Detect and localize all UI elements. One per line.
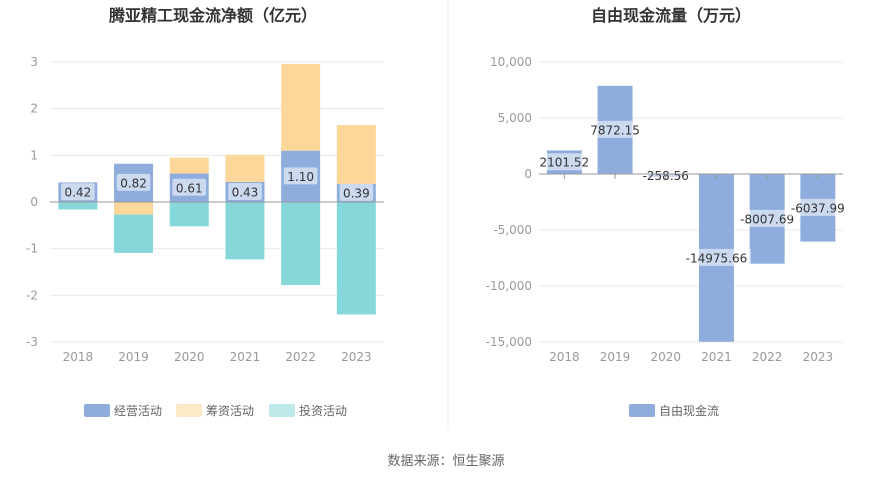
cashflow-net-chart-title: 腾亚精工现金流净额（亿元） <box>109 6 317 25</box>
data-label: 0.61 <box>176 181 203 195</box>
data-label: 1.10 <box>287 170 314 184</box>
legend-item[interactable]: 筹资活动 <box>176 404 254 418</box>
y-tick-label: 1 <box>30 148 38 162</box>
x-tick-label: 2019 <box>118 350 149 364</box>
data-label: 0.43 <box>232 185 259 199</box>
data-label-background <box>736 209 798 227</box>
legend-swatch <box>176 404 202 417</box>
cashflow-net-axis: 3 2 1 0 -1 -2 -3 2018 2019 2020 2021 2022 2023 <box>26 55 384 364</box>
y-tick-label: 0 <box>524 167 532 181</box>
x-tick-label: 2022 <box>752 350 783 364</box>
y-tick-label: -1 <box>26 242 38 256</box>
bar-segment[interactable] <box>336 202 376 315</box>
x-tick-label: 2023 <box>803 350 834 364</box>
data-label: 7872.15 <box>590 123 640 137</box>
x-tick-label: 2019 <box>600 350 631 364</box>
legend-swatch <box>269 404 295 417</box>
data-label-background <box>283 167 318 185</box>
y-tick-label: 5,000 <box>498 111 532 125</box>
cashflow-net-chart: 腾亚精工现金流净额（亿元） 0.42 0.82 0.61 0.43 1.10 0.39 3… <box>26 6 384 418</box>
y-tick-label: -10,000 <box>486 279 532 293</box>
bar-segment[interactable] <box>336 125 376 184</box>
data-label: -14975.66 <box>686 251 748 265</box>
data-label-background <box>682 248 751 266</box>
cashflow-net-data-labels: 0.42 0.82 0.61 0.43 1.10 0.39 <box>61 167 374 201</box>
data-label: 2101.52 <box>540 156 590 170</box>
x-tick-label: 2018 <box>63 350 94 364</box>
data-label-background <box>587 120 643 138</box>
free-cashflow-chart: 自由现金流量（万元） 2101.527872.15-258.56-14975.6… <box>486 6 849 418</box>
legend-label: 经营活动 <box>114 404 162 418</box>
bar-segment[interactable] <box>169 157 209 174</box>
y-tick-label: -5,000 <box>493 223 532 237</box>
x-tick-label: 2020 <box>650 350 681 364</box>
free-cashflow-grid <box>539 61 843 343</box>
bar-segment[interactable] <box>114 214 154 253</box>
x-tick-label: 2018 <box>549 350 580 364</box>
data-source-note: 数据来源：恒生聚源 <box>387 454 504 469</box>
x-tick-label: 2021 <box>701 350 732 364</box>
y-tick-label: -2 <box>26 288 38 302</box>
y-tick-label: -15,000 <box>486 335 532 349</box>
bar-segment[interactable] <box>169 202 209 227</box>
legend-swatch <box>84 404 110 417</box>
legend-label: 投资活动 <box>299 403 347 418</box>
free-cashflow-axis: 10,000 5,000 0 -5,000 -10,000 -15,000 2018 2019… <box>486 55 843 364</box>
data-label-background <box>339 183 374 201</box>
legend-item[interactable]: 经营活动 <box>84 404 162 418</box>
legend-item[interactable]: 投资活动 <box>269 403 347 418</box>
bar-segment[interactable] <box>58 202 98 210</box>
bar-segment[interactable] <box>225 202 265 260</box>
y-tick-label: 3 <box>30 55 38 69</box>
data-label-background <box>61 183 95 201</box>
data-label: 0.82 <box>120 176 147 190</box>
y-tick-label: 2 <box>30 102 38 116</box>
y-tick-label: 10,000 <box>490 55 532 69</box>
y-tick-label: 0 <box>30 195 38 209</box>
data-label: 0.42 <box>64 186 91 200</box>
bar-segment[interactable] <box>281 63 321 151</box>
data-label-background <box>537 153 592 171</box>
x-tick-label: 2022 <box>285 350 316 364</box>
free-cashflow-chart-title: 自由现金流量（万元） <box>591 6 751 25</box>
bar-segment[interactable] <box>114 202 154 215</box>
data-label: -6037.99 <box>791 201 845 215</box>
free-cashflow-legend[interactable]: 自由现金流 <box>629 403 719 418</box>
bar-segment[interactable] <box>225 154 265 182</box>
data-label-background <box>172 178 207 196</box>
x-tick-label: 2020 <box>174 350 205 364</box>
data-label-background <box>787 198 849 216</box>
data-label: 0.39 <box>343 186 370 200</box>
x-tick-label: 2021 <box>230 350 261 364</box>
cashflow-net-legend[interactable]: 经营活动 筹资活动 投资活动 <box>84 403 347 418</box>
data-label-background <box>228 182 262 200</box>
data-label-background <box>116 173 151 191</box>
x-tick-label: 2023 <box>341 350 372 364</box>
legend-swatch <box>629 404 655 417</box>
bar-segment[interactable] <box>281 202 321 286</box>
legend-label: 筹资活动 <box>206 404 254 418</box>
data-label: -8007.69 <box>740 212 794 226</box>
legend-item[interactable]: 自由现金流 <box>629 403 719 418</box>
cashflow-net-grid <box>50 61 384 343</box>
y-tick-label: -3 <box>26 335 38 349</box>
legend-label: 自由现金流 <box>659 403 719 418</box>
cashflow-net-bars <box>58 63 376 315</box>
